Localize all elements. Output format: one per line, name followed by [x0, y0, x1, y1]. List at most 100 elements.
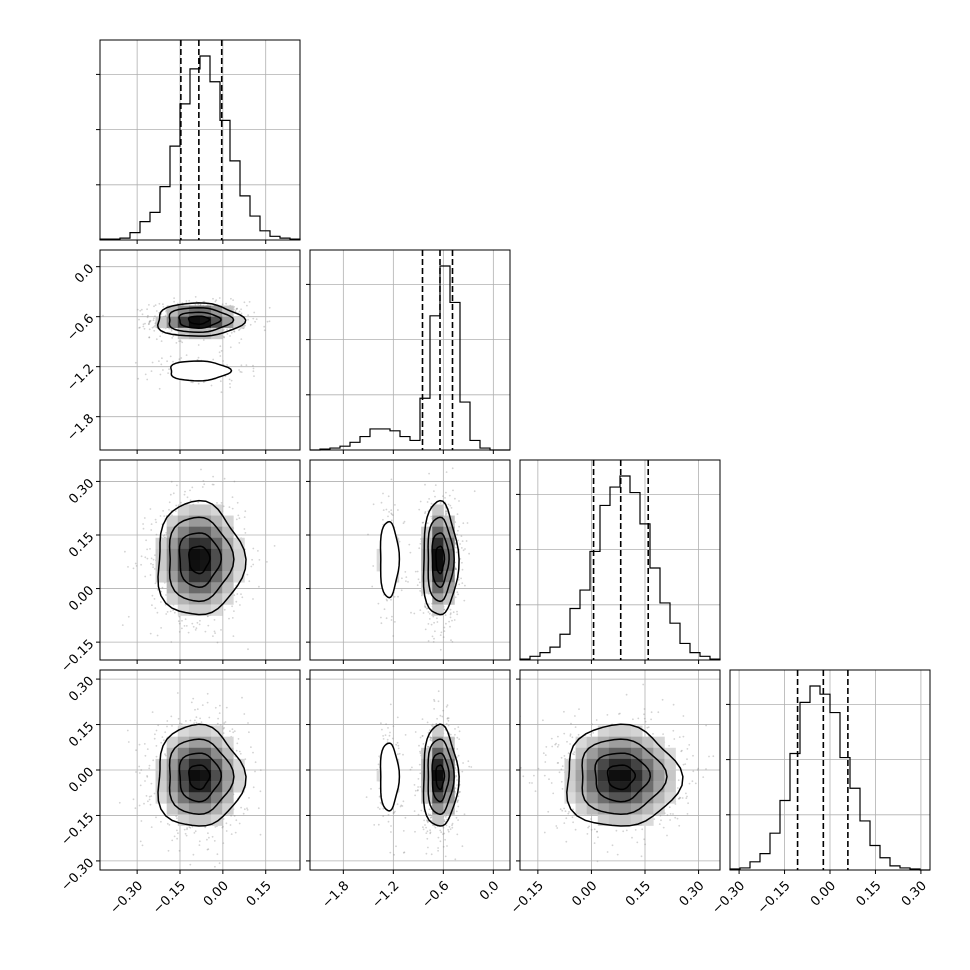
- scatter-point: [141, 313, 144, 316]
- scatter-point: [449, 612, 452, 615]
- scatter-point: [449, 613, 452, 616]
- scatter-point: [224, 721, 227, 723]
- scatter-point: [383, 608, 386, 611]
- scatter-point: [220, 391, 223, 394]
- scatter-point: [452, 611, 455, 614]
- scatter-point: [193, 722, 196, 724]
- scatter-point: [405, 576, 408, 578]
- contour-line: [178, 532, 223, 589]
- density-cell: [177, 582, 190, 594]
- scatter-point: [144, 556, 147, 559]
- scatter-point: [426, 501, 429, 503]
- scatter-point: [254, 770, 256, 773]
- scatter-point: [390, 519, 393, 522]
- scatter-point: [236, 307, 238, 310]
- scatter-point: [403, 851, 406, 854]
- scatter-point: [183, 625, 186, 627]
- scatter-point: [238, 822, 241, 825]
- density-cell: [432, 792, 444, 804]
- scatter-point: [228, 506, 231, 508]
- scatter-point: [165, 310, 167, 313]
- scatter-point: [162, 535, 165, 537]
- scatter-point: [408, 543, 411, 546]
- scatter-point: [263, 325, 266, 328]
- scatter-point: [426, 721, 429, 724]
- density-cell: [421, 758, 433, 771]
- scatter-point: [429, 829, 431, 832]
- scatter-point: [395, 743, 398, 746]
- histogram-panel-1: [306, 249, 511, 454]
- scatter-point: [434, 630, 436, 633]
- scatter-point: [385, 723, 387, 725]
- density-cell: [166, 548, 179, 561]
- scatter-point: [238, 329, 240, 332]
- scatter-point: [216, 853, 219, 856]
- density-cell: [421, 548, 433, 561]
- scatter-point: [427, 745, 429, 748]
- scatter-point: [213, 840, 216, 842]
- scatter-point: [154, 582, 157, 585]
- scatter-point: [207, 848, 210, 850]
- scatter-point: [378, 808, 381, 810]
- density-cell: [177, 770, 190, 782]
- scatter-point: [178, 340, 181, 343]
- scatter-point: [169, 355, 172, 358]
- scatter-point: [238, 517, 241, 520]
- scatter-point: [430, 736, 432, 739]
- scatter-point: [126, 729, 129, 732]
- scatter-point: [162, 369, 164, 371]
- scatter-point: [164, 754, 167, 757]
- density-cell: [222, 803, 234, 815]
- scatter-point: [258, 585, 260, 588]
- scatter-point: [247, 722, 249, 724]
- scatter-point: [402, 522, 405, 525]
- density-cell: [211, 814, 223, 826]
- density-cell: [177, 537, 190, 550]
- scatter-point: [402, 830, 405, 832]
- density-cell: [166, 560, 179, 572]
- histogram-step-line: [310, 265, 510, 451]
- density-cell: [222, 582, 234, 594]
- scatter-point: [186, 496, 189, 499]
- scatter-point: [231, 728, 234, 731]
- scatter-point: [445, 471, 448, 473]
- scatter-point: [426, 820, 429, 822]
- scatter-point: [145, 795, 148, 797]
- scatter-point: [141, 844, 144, 847]
- density-cell: [432, 593, 444, 605]
- scatter-point: [407, 581, 409, 583]
- density-cell: [200, 504, 212, 516]
- density-cell: [421, 560, 433, 572]
- scatter-point: [426, 837, 429, 840]
- contour-lines: [156, 302, 247, 382]
- scatter-point: [138, 743, 141, 746]
- scatter-point: [456, 736, 459, 739]
- scatter-point: [181, 341, 184, 344]
- scatter-point: [367, 533, 369, 536]
- scatter-point: [466, 522, 469, 524]
- scatter-point: [439, 648, 442, 651]
- scatter-point: [230, 331, 233, 334]
- scatter-point: [195, 627, 198, 630]
- contour-line: [168, 516, 235, 603]
- scatter-point: [162, 306, 165, 308]
- scatter-point: [409, 551, 412, 554]
- scatter-point: [254, 320, 256, 323]
- density-cell: [421, 770, 433, 782]
- scatter-point: [387, 727, 389, 729]
- scatter-point: [365, 796, 368, 798]
- scatter-point: [385, 598, 388, 601]
- scatter-point: [435, 722, 438, 725]
- scatter-point: [393, 853, 395, 856]
- scatter-point: [394, 810, 396, 813]
- scatter-point: [194, 830, 197, 833]
- scatter-point: [139, 840, 142, 843]
- scatter-point: [445, 622, 447, 625]
- scatter-point: [194, 629, 197, 631]
- scatter-point: [418, 508, 421, 511]
- scatter-point: [442, 833, 444, 835]
- scatter-point: [166, 822, 169, 825]
- scatter-point: [159, 335, 162, 338]
- scatter-point: [417, 813, 420, 816]
- scatter-point: [446, 717, 449, 720]
